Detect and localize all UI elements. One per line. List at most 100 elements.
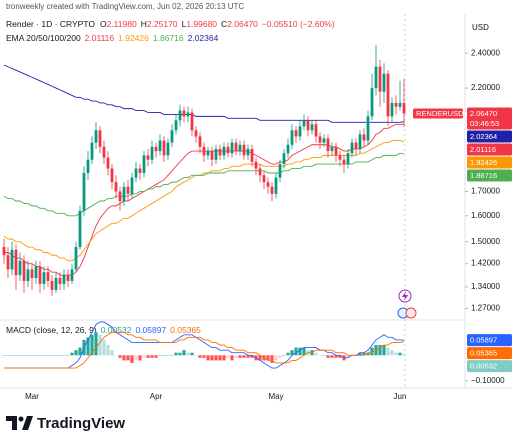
candle-body: [378, 66, 382, 92]
histogram-bar: [362, 352, 366, 356]
histogram-bar: [126, 355, 130, 361]
candle-body: [142, 155, 146, 174]
ema-value: 1.86716: [153, 33, 184, 43]
histogram-bar: [222, 355, 226, 361]
histogram-bar: [298, 347, 302, 356]
histogram-bar: [402, 353, 406, 356]
histogram-bar: [146, 355, 150, 358]
candle-body: [326, 138, 330, 152]
histogram-bar: [186, 352, 190, 356]
candle-body: [38, 266, 42, 284]
histogram-bar: [334, 355, 338, 358]
symbol-tag-box: [413, 108, 463, 119]
candle-body: [134, 168, 138, 178]
y-tick-label: 1.70000: [471, 187, 500, 196]
histogram-bar: [182, 350, 186, 356]
candle-body: [354, 142, 358, 149]
histogram-bar: [294, 347, 298, 356]
price-label-box: [467, 107, 512, 130]
macd-value: 0.05365: [170, 325, 201, 335]
candle-body: [46, 272, 50, 281]
macd-legend: MACD (close, 12, 26, 9) 0.00532 0.05897 0.0…: [6, 325, 201, 335]
candle-body: [86, 159, 90, 174]
histogram-bar: [274, 355, 278, 361]
candle-body: [110, 168, 114, 183]
candle-body: [54, 278, 58, 290]
histogram-bar: [330, 355, 334, 358]
candle-body: [266, 182, 270, 187]
ema-value: 2.02364: [188, 33, 219, 43]
candle-body: [202, 146, 206, 156]
histogram-bar: [118, 355, 122, 358]
candle-body: [398, 102, 402, 107]
histogram-bar: [290, 350, 294, 356]
price-label-box: [467, 334, 512, 347]
candle-body: [10, 249, 14, 270]
candle-body: [158, 140, 162, 152]
histogram-bar: [86, 337, 90, 356]
macd-title: MACD (close, 12, 26, 9): [6, 325, 97, 335]
histogram-bar: [346, 355, 350, 358]
candle-body: [62, 275, 66, 284]
ema-line: [3, 152, 405, 217]
candle-body: [218, 148, 222, 156]
candle-body: [174, 120, 178, 131]
candle-body: [246, 148, 250, 156]
candle-body: [182, 110, 186, 117]
histogram-bar: [338, 355, 342, 358]
price-label: 0.05897: [470, 336, 497, 345]
candle-body: [234, 142, 238, 152]
candle-body: [122, 186, 126, 202]
candle-body: [42, 272, 46, 284]
candle-body: [194, 130, 198, 137]
candle-body: [126, 186, 130, 194]
candle-body: [14, 249, 18, 276]
histogram-bar: [174, 352, 178, 356]
histogram-bar: [110, 350, 114, 356]
ohlc-key: H: [141, 19, 147, 29]
candle-body: [162, 140, 166, 156]
candle-body: [346, 153, 350, 165]
histogram-bar: [178, 352, 182, 356]
event-icon-bolt: [402, 291, 408, 301]
candle-body: [26, 269, 30, 281]
logo-mark: [22, 416, 33, 430]
price-label-box: [467, 156, 512, 169]
y-tick-label: 2.20000: [471, 83, 500, 92]
y-tick-label: 2.40000: [471, 48, 500, 57]
candle-body: [334, 146, 338, 156]
chart-legend: Render · 1D · CRYPTO O2.11980 H2.25170 L1.9…: [6, 19, 335, 29]
ema-value: 1.92426: [118, 33, 149, 43]
candle-body: [278, 164, 282, 178]
histogram-bar: [258, 355, 262, 361]
candle-body: [286, 144, 290, 154]
histogram-bar: [326, 355, 330, 358]
histogram-bar: [98, 334, 102, 356]
histogram-bar: [278, 355, 282, 358]
ohlc-value: 2.25170: [147, 19, 178, 29]
histogram-bar: [286, 352, 290, 356]
price-label-box: [467, 143, 512, 156]
candle-body: [342, 159, 346, 165]
logo-mark: [18, 416, 24, 422]
histogram-bar: [218, 355, 222, 361]
candle-body: [330, 146, 334, 152]
histogram-bar: [378, 345, 382, 356]
candle-body: [190, 112, 194, 131]
histogram-bar: [106, 345, 110, 356]
candle-body: [310, 124, 314, 131]
candle-body: [206, 151, 210, 156]
ohlc-key: O: [100, 19, 107, 29]
candle-body: [322, 138, 326, 143]
candle-body: [6, 255, 10, 270]
candle-body: [102, 146, 106, 158]
y-tick-label: 1.42000: [471, 259, 500, 268]
ema-title: EMA 20/50/100/200: [6, 33, 81, 43]
candle-body: [314, 124, 318, 137]
candle-body: [394, 102, 398, 107]
histogram-bar: [90, 334, 94, 356]
ema-value: 2.01116: [85, 33, 115, 43]
histogram-bar: [134, 355, 138, 361]
candle-body: [198, 136, 202, 147]
